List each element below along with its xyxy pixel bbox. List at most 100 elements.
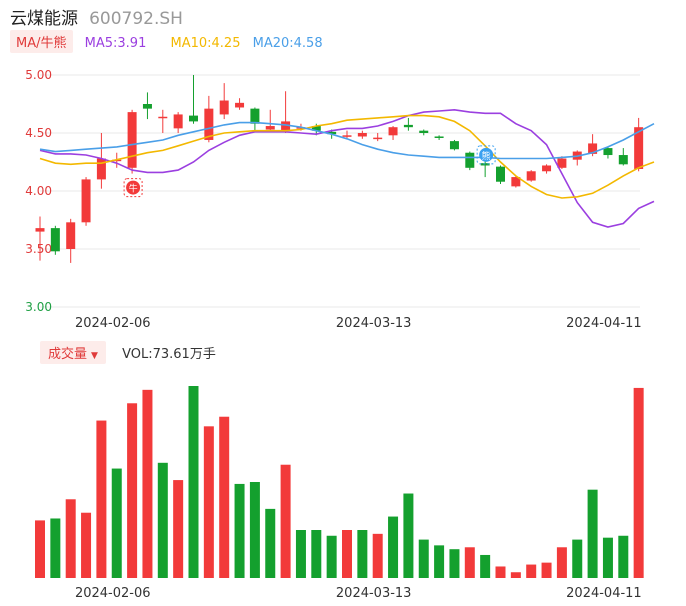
- candle-body: [526, 171, 536, 181]
- volume-bar: [357, 530, 368, 578]
- stock-code: 600792.SH: [89, 9, 183, 29]
- ma-legend: MA/牛熊 MA5:3.91 MA10:4.25 MA20:4.58: [10, 30, 323, 53]
- candle-body: [465, 152, 475, 168]
- candle-body: [342, 135, 352, 137]
- marker-label: 牛: [129, 183, 138, 195]
- bull-marker: 牛: [123, 178, 143, 198]
- volume-bar: [572, 539, 583, 578]
- candle-body: [127, 112, 137, 168]
- candle-body: [235, 102, 245, 108]
- volume-selector-button[interactable]: 成交量 ▼: [40, 341, 106, 364]
- ma10-line: [39, 114, 655, 199]
- candle-body: [403, 124, 413, 128]
- volume-bar: [188, 386, 199, 578]
- price-x-tick-label: 2024-04-11: [566, 316, 642, 331]
- volume-bar: [219, 416, 230, 578]
- volume-x-tick-label: 2024-04-11: [566, 586, 642, 601]
- volume-bar: [35, 520, 45, 578]
- candle-body: [618, 155, 628, 165]
- candle-body: [142, 104, 152, 109]
- candle-body: [496, 166, 505, 182]
- candle-body: [250, 108, 260, 124]
- candle-body: [434, 136, 444, 138]
- ma20-line: [39, 121, 655, 160]
- candle-body: [189, 115, 198, 122]
- ma5-line: [39, 108, 655, 228]
- volume-bar: [111, 468, 122, 578]
- ma-selector-button[interactable]: MA/牛熊: [10, 30, 73, 53]
- candle-body: [281, 121, 291, 131]
- volume-x-tick-label: 2024-02-06: [75, 586, 151, 601]
- candle-body: [219, 100, 229, 115]
- candle-body: [542, 165, 552, 172]
- volume-bar: [234, 483, 245, 578]
- volume-bar: [510, 572, 521, 578]
- volume-bar: [265, 508, 276, 578]
- volume-bar: [50, 518, 61, 578]
- candle-body: [634, 127, 644, 169]
- volume-bar: [203, 426, 214, 578]
- volume-bar: [295, 530, 306, 578]
- candle-body: [557, 158, 567, 168]
- volume-bar: [464, 547, 475, 578]
- volume-bar: [434, 545, 445, 578]
- volume-bar: [65, 499, 76, 578]
- volume-bar: [311, 530, 322, 578]
- volume-bar: [249, 482, 260, 578]
- volume-bar: [480, 554, 491, 578]
- y-tick-label: 4.00: [25, 184, 52, 198]
- stock-name: 云煤能源: [10, 9, 78, 29]
- ma10-legend: MA10:4.25: [170, 36, 241, 51]
- candle-body: [81, 179, 91, 223]
- volume-bar: [127, 403, 138, 578]
- candle-body: [311, 126, 321, 131]
- volume-bar: [556, 547, 567, 578]
- bear-marker: 熊: [476, 145, 496, 165]
- candle-body: [50, 228, 60, 252]
- candle-body: [357, 133, 367, 137]
- volume-bar: [526, 564, 537, 578]
- volume-bar: [602, 537, 613, 578]
- volume-bar: [587, 489, 598, 578]
- y-tick-label: 4.50: [25, 126, 52, 140]
- candle-body: [388, 127, 398, 136]
- price-x-tick-label: 2024-03-13: [336, 316, 412, 331]
- candle-body: [96, 158, 106, 180]
- candle-body: [265, 126, 275, 130]
- candle-body: [511, 177, 521, 187]
- ma5-legend: MA5:3.91: [84, 36, 147, 51]
- candle-body: [419, 130, 429, 133]
- volume-bar: [449, 549, 460, 578]
- candle-body: [373, 137, 383, 140]
- candle-body: [588, 143, 598, 154]
- volume-bar: [388, 516, 399, 578]
- y-tick-label: 5.00: [25, 68, 52, 82]
- volume-bar: [418, 539, 429, 578]
- volume-bar: [142, 389, 153, 578]
- marker-label: 熊: [482, 150, 491, 162]
- candle-body: [603, 148, 613, 156]
- volume-bar: [541, 562, 552, 578]
- volume-bar: [81, 512, 92, 578]
- candle-body: [173, 114, 183, 129]
- volume-bar: [96, 420, 107, 578]
- caret-down-icon: ▼: [91, 351, 98, 361]
- candle-body: [66, 222, 76, 249]
- ma20-legend: MA20:4.58: [252, 36, 323, 51]
- volume-legend: 成交量 ▼ VOL:73.61万手: [40, 341, 216, 364]
- candle-body: [35, 228, 45, 232]
- marker-dot: [126, 180, 141, 195]
- marker-dot: [479, 147, 494, 162]
- volume-bar: [157, 462, 168, 578]
- volume-x-tick-label: 2024-03-13: [336, 586, 412, 601]
- volume-value: VOL:73.61万手: [122, 347, 216, 362]
- volume-bar: [633, 387, 644, 578]
- volume-bar: [280, 464, 291, 578]
- y-tick-label: 3.00: [25, 300, 52, 314]
- volume-bar: [403, 493, 414, 578]
- candle-body: [449, 141, 459, 150]
- marker-frame: [476, 145, 496, 165]
- volume-selector-label: 成交量: [48, 347, 88, 362]
- volume-bar: [495, 566, 506, 578]
